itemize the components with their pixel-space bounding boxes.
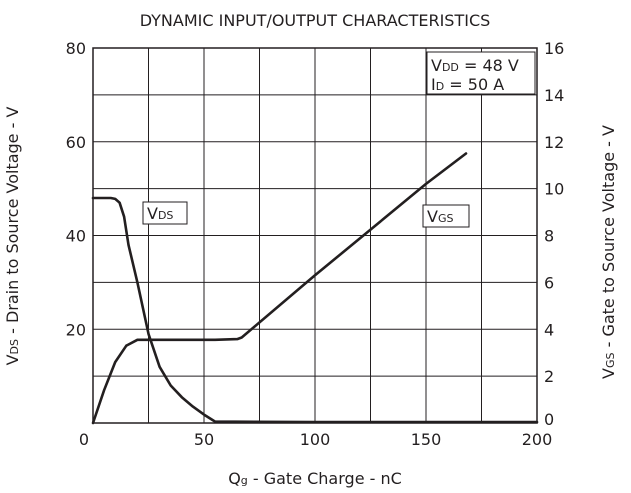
vds-series-label: VDS [147, 204, 173, 223]
y-right-tick-label: 2 [544, 367, 554, 386]
conditions-box [426, 51, 536, 95]
vds-series-line [91, 196, 539, 424]
x-tick-label: 100 [300, 430, 331, 449]
vgs-label-box [422, 204, 470, 228]
x-tick-label: 0 [79, 430, 89, 449]
y-right-tick-label: 10 [544, 180, 564, 199]
y-right-axis-label: VGS - Gate to Source Voltage - V [599, 125, 618, 379]
x-tick-label: 50 [194, 430, 214, 449]
y-left-tick-label: 60 [66, 133, 86, 152]
vds-label-box [142, 201, 188, 225]
y-left-tick-label: 20 [66, 320, 86, 339]
y-left-axis-ticks: 20 40 60 80 [66, 39, 86, 339]
x-tick-label: 200 [522, 430, 553, 449]
x-tick-label: 150 [411, 430, 442, 449]
vgs-series-line [91, 152, 468, 425]
y-right-axis-ticks: 0 2 4 6 8 10 12 14 16 [544, 39, 564, 429]
condition-vdd: VDD = 48 V [431, 56, 519, 75]
y-left-axis-label: VDS - Drain to Source Voltage - V [3, 107, 22, 366]
grid [93, 48, 537, 423]
y-right-tick-label: 0 [544, 410, 554, 429]
y-left-tick-label: 40 [66, 227, 86, 246]
series-layer [91, 152, 539, 425]
y-right-tick-label: 6 [544, 273, 554, 292]
y-right-tick-label: 4 [544, 320, 554, 339]
y-right-tick-label: 12 [544, 133, 564, 152]
y-right-tick-label: 14 [544, 86, 564, 105]
chart-title: DYNAMIC INPUT/OUTPUT CHARACTERISTICS [140, 11, 491, 30]
condition-id: ID = 50 A [431, 75, 504, 94]
x-axis-label: Qg - Gate Charge - nC [228, 469, 402, 488]
vgs-series-label: VGS [427, 207, 453, 226]
y-left-tick-label: 80 [66, 39, 86, 58]
x-axis-ticks: 0 50 100 150 200 [79, 430, 552, 449]
y-right-tick-label: 16 [544, 39, 564, 58]
y-right-tick-label: 8 [544, 227, 554, 246]
